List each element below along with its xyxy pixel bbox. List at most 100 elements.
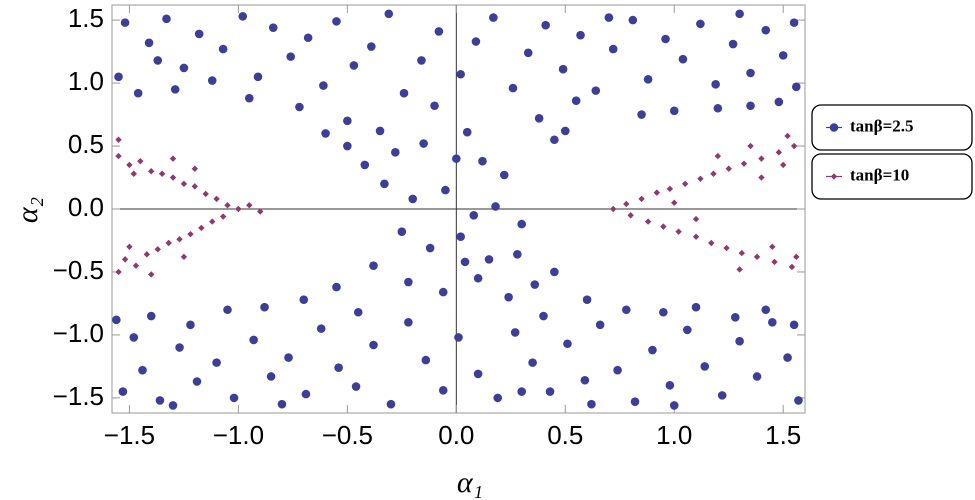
point	[778, 51, 788, 60]
point	[425, 243, 435, 253]
point	[771, 258, 778, 266]
point	[725, 165, 732, 172]
point	[186, 320, 195, 330]
point	[761, 25, 771, 35]
point	[169, 174, 177, 181]
point	[758, 174, 765, 181]
point	[260, 302, 269, 312]
point	[630, 397, 640, 406]
point	[769, 243, 776, 250]
point	[175, 343, 184, 352]
point	[736, 266, 743, 273]
point	[187, 230, 194, 238]
point	[316, 324, 326, 333]
point	[700, 362, 710, 371]
x-axis-label: α₁	[457, 466, 483, 499]
point	[299, 295, 309, 304]
point	[550, 135, 559, 145]
point	[591, 86, 601, 95]
point	[229, 393, 239, 403]
point	[669, 106, 679, 116]
point	[610, 205, 617, 213]
point	[623, 200, 630, 208]
point	[138, 365, 147, 375]
y-tick-label: −0.5	[53, 255, 104, 285]
point	[508, 83, 518, 93]
point	[710, 170, 717, 177]
point	[793, 253, 800, 261]
point	[697, 175, 704, 182]
point	[430, 101, 439, 111]
point	[462, 127, 472, 137]
y-tick-label: 1.0	[68, 66, 104, 96]
point	[638, 195, 645, 203]
point	[132, 262, 140, 269]
legend-box	[811, 104, 973, 151]
point	[438, 386, 448, 395]
point	[788, 263, 796, 271]
point	[170, 85, 180, 94]
point	[489, 13, 498, 22]
point	[708, 239, 715, 247]
point	[622, 305, 631, 315]
legend-box	[811, 153, 973, 200]
point	[730, 312, 740, 322]
point	[121, 256, 129, 263]
y-axis-label: α₂	[11, 197, 44, 223]
point	[194, 29, 204, 39]
point	[130, 170, 137, 177]
point	[321, 129, 330, 138]
point	[534, 114, 544, 123]
point	[120, 18, 130, 27]
point	[504, 292, 513, 302]
point	[452, 154, 461, 163]
x-tick-label: 1.5	[765, 420, 801, 450]
point	[454, 333, 463, 342]
legend-marker	[829, 123, 839, 132]
point	[604, 13, 614, 22]
point	[319, 81, 328, 90]
point	[179, 63, 189, 73]
series	[115, 132, 800, 278]
point	[595, 320, 605, 330]
point	[523, 48, 533, 58]
point	[528, 358, 537, 367]
point	[126, 161, 133, 169]
point	[334, 363, 343, 372]
point	[380, 179, 389, 189]
point	[637, 110, 646, 119]
point	[628, 15, 638, 25]
point	[696, 19, 705, 29]
point	[375, 126, 385, 136]
point	[266, 372, 276, 381]
point	[517, 219, 526, 229]
point	[417, 56, 426, 65]
point	[794, 396, 803, 405]
x-tick-label: 0.5	[547, 420, 583, 450]
point	[510, 328, 520, 337]
y-tick-label: 1.5	[68, 3, 104, 33]
point	[114, 72, 123, 82]
point	[735, 336, 744, 346]
point	[207, 76, 217, 85]
point	[349, 61, 359, 70]
point	[571, 96, 581, 106]
point	[517, 387, 526, 396]
point	[678, 54, 688, 64]
point	[343, 141, 352, 151]
point	[665, 380, 675, 390]
point	[747, 142, 754, 150]
point	[176, 236, 183, 243]
point	[768, 318, 777, 327]
point	[137, 157, 144, 165]
point	[473, 369, 483, 379]
point	[223, 305, 232, 315]
point	[683, 325, 692, 335]
point	[717, 391, 727, 400]
point	[332, 282, 341, 292]
point	[789, 18, 799, 27]
point	[576, 30, 585, 40]
point	[198, 224, 205, 232]
point	[158, 170, 166, 177]
point	[740, 160, 748, 167]
